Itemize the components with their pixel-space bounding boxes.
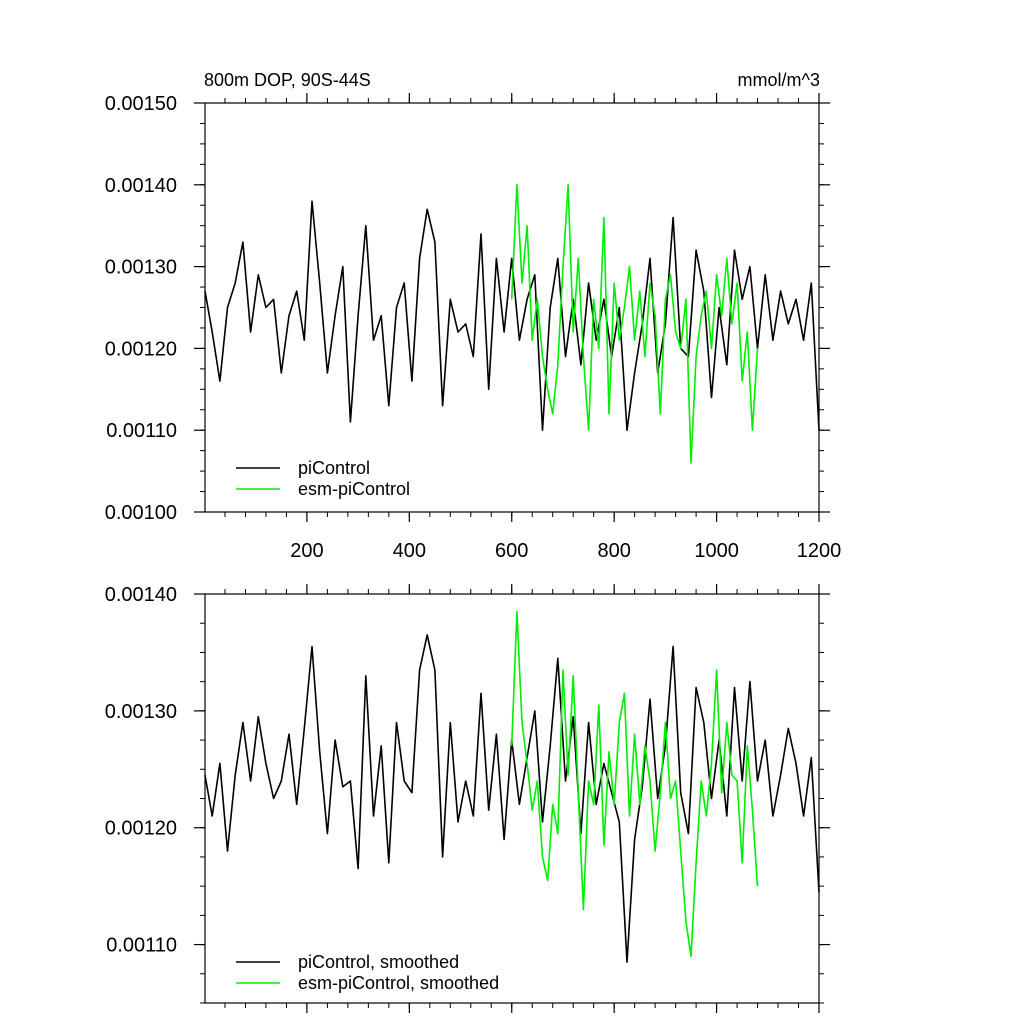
y-tick-label: 0.00110 xyxy=(106,420,177,442)
y-tick-label: 0.00150 xyxy=(105,93,177,115)
panel1-title: 800m DOP, 90S-44S xyxy=(204,70,371,90)
y-tick-label: 0.00140 xyxy=(105,584,177,606)
series-line-esm-picontrol xyxy=(510,184,759,464)
x-tick-label: 400 xyxy=(393,540,426,562)
y-tick-label: 0.00100 xyxy=(105,502,177,524)
legend-label: esm-piControl, smoothed xyxy=(298,973,499,993)
series-line-esm-picontrol-smoothed xyxy=(510,610,759,958)
legend-label: piControl xyxy=(298,458,370,478)
y-tick-label: 0.00140 xyxy=(105,175,177,197)
y-tick-label: 0.00130 xyxy=(105,257,177,279)
legend-label: piControl, smoothed xyxy=(298,952,459,972)
panel-bottom: 0.00110 0.00120 0.00130 0.00140 piControl, s… xyxy=(105,584,830,1013)
y-tick-label: 0.00120 xyxy=(105,818,177,840)
x-tick-label: 1200 xyxy=(797,540,842,562)
series-line-picontrol xyxy=(204,200,820,432)
x-tick-label: 200 xyxy=(290,540,323,562)
x-tick-label: 1000 xyxy=(694,540,739,562)
y-tick-label: 0.00110 xyxy=(106,935,177,957)
y-tick-label: 0.00130 xyxy=(105,701,177,723)
legend-label: esm-piControl xyxy=(298,479,410,499)
y-tick-label: 0.00120 xyxy=(105,338,177,360)
x-tick-label: 600 xyxy=(495,540,528,562)
panel-top: 200 400 600 800 1000 1200 0.00100 0.00110 0.0012… xyxy=(105,93,842,562)
panel1-units: mmol/m^3 xyxy=(738,70,820,90)
x-tick-label: 800 xyxy=(597,540,630,562)
